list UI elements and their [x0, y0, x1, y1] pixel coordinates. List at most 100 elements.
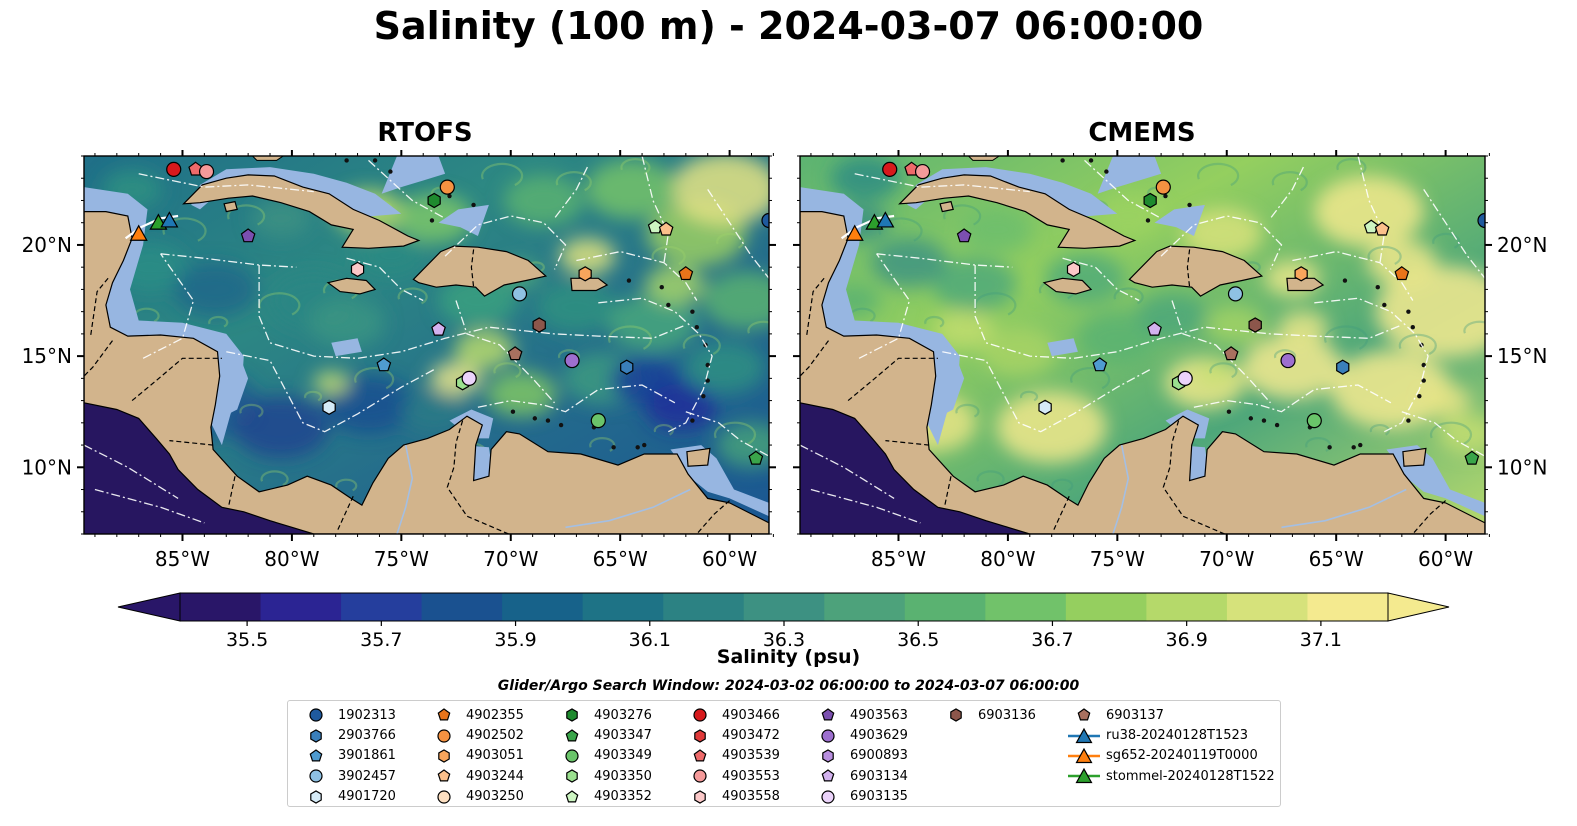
legend-label: 2903766: [338, 728, 396, 744]
marker-4902502: [439, 179, 455, 195]
colorbar: 35.5 35.7 35.9 36.1 36.3 36.5 36.7 36.9 37.1: [117, 592, 1450, 651]
eez-boundary: [1171, 300, 1271, 404]
river: [565, 488, 691, 529]
land-mass: [1286, 277, 1325, 292]
island: [558, 422, 564, 428]
colorbar-segment: [1226, 593, 1309, 621]
eez-boundary: [258, 265, 687, 359]
legend-label: 4902502: [466, 728, 524, 744]
legend-item: 2903766: [298, 725, 396, 745]
salinity-blob: [1195, 360, 1236, 387]
legend-marker: [1077, 708, 1091, 721]
colorbar-label: Salinity (psu): [716, 646, 861, 668]
island: [1104, 169, 1109, 174]
country-border: [1186, 249, 1191, 288]
legend-circle: [565, 749, 579, 763]
legend-item: 6903135: [810, 787, 908, 807]
legend-hexagon: [438, 749, 450, 763]
island: [1382, 302, 1387, 308]
island: [1406, 309, 1411, 314]
marker-4903352: [1363, 219, 1379, 234]
lat-tick-label: 20°N: [1497, 233, 1547, 257]
country-border: [169, 440, 214, 446]
legend-item: 4903558: [682, 787, 780, 807]
salinity-blob: [1314, 175, 1425, 248]
salinity-blob: [586, 160, 677, 219]
land-mass: [251, 156, 285, 161]
eddy-swirl: [1367, 245, 1402, 265]
eddy-swirl: [620, 158, 651, 175]
marker-4903558: [1066, 261, 1081, 278]
eez-boundary: [444, 215, 567, 270]
salinity-blob: [871, 238, 948, 288]
shelf-area: [1097, 156, 1162, 194]
marker-4903558: [350, 261, 365, 278]
eez-boundary: [576, 250, 698, 301]
marker-4903051: [578, 266, 592, 282]
marker-4903352: [647, 219, 663, 234]
country-border: [696, 500, 730, 534]
legend-pentagon: [437, 708, 451, 721]
shelf-area: [438, 204, 489, 236]
country-border: [227, 476, 236, 508]
marker-6903136: [1248, 317, 1262, 333]
legend-item: 4903051: [426, 746, 524, 766]
legend-pentagon: [565, 790, 579, 803]
legend-label: 1902313: [338, 707, 396, 723]
legend-marker: [310, 728, 322, 743]
salinity-blob: [559, 237, 616, 275]
salinity-blob: [323, 375, 414, 435]
legend-circle: [309, 708, 323, 722]
marker-4903349: [1306, 413, 1322, 429]
eez-boundary: [1292, 250, 1414, 301]
legend-item: 4902355: [426, 705, 524, 725]
salinity-blob: [173, 262, 258, 317]
legend-item: 4903347: [554, 725, 652, 745]
legend-item: 4903244: [426, 766, 524, 786]
eddy-swirl: [924, 315, 945, 328]
legend-marker: [437, 769, 451, 782]
salinity-blob: [702, 271, 769, 330]
figure-title: Salinity (100 m) - 2024-03-07 06:00:00: [373, 4, 1204, 48]
legend-label: 6903134: [850, 768, 908, 784]
marker-4903629: [564, 352, 580, 369]
lon-tick-label: 60°W: [1418, 547, 1473, 571]
legend-pentagon: [693, 749, 707, 762]
salinity-blob: [1242, 334, 1343, 400]
eez-boundary: [858, 253, 911, 359]
legend-label: 4903629: [850, 728, 908, 744]
colorbar-extend-max: [1387, 592, 1450, 622]
salinity-blob: [996, 391, 1107, 464]
island: [510, 409, 516, 414]
eddy-swirl: [713, 421, 757, 445]
eddy-swirl: [1051, 478, 1074, 492]
eddy-swirl: [1271, 171, 1308, 192]
lon-tick-label: 80°W: [264, 547, 319, 571]
legend-label: 6903137: [1106, 707, 1164, 723]
eddy-swirl: [943, 204, 982, 226]
land-mass: [898, 174, 1137, 249]
legend-label: 4903553: [722, 768, 780, 784]
eddy-swirl: [227, 204, 266, 226]
legend-marker: [694, 728, 706, 743]
legend-hexagon: [566, 769, 578, 784]
marker-3901861: [1092, 357, 1108, 372]
salinity-blob: [1278, 310, 1329, 344]
salinity-blob: [454, 329, 515, 369]
legend-item: 4903466: [682, 705, 780, 725]
legend-marker: [693, 708, 707, 722]
legend-hexagon: [822, 749, 834, 763]
legend-item: sg652-20240119T0000: [1066, 746, 1258, 766]
eez-boundary: [368, 159, 446, 219]
map-frame: [83, 155, 770, 535]
legend-triangle: [1075, 727, 1093, 743]
marker-6903137: [507, 346, 523, 361]
island: [694, 325, 699, 330]
colorbar-tick-label: 36.7: [1031, 629, 1073, 651]
island: [1327, 445, 1332, 450]
legend-label: 4902355: [466, 707, 524, 723]
island: [372, 158, 378, 163]
legend-item: 3901861: [298, 746, 396, 766]
eddy-swirl: [1336, 158, 1367, 175]
marker-4902502: [1155, 179, 1171, 195]
